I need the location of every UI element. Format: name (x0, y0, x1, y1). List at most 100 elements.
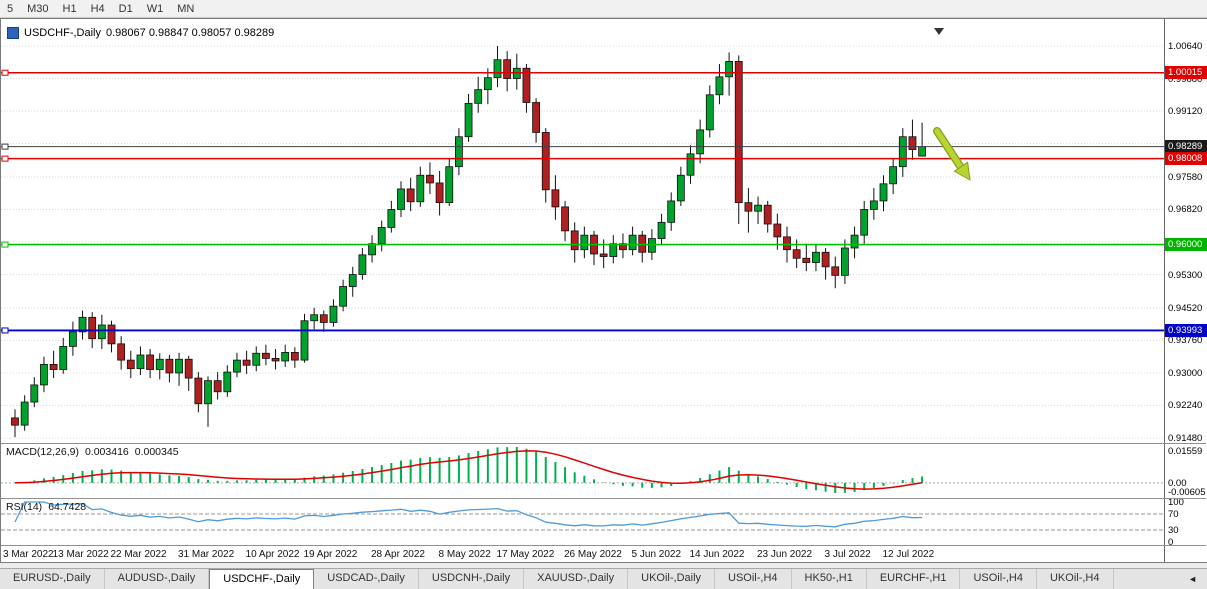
tab-audusd-daily[interactable]: AUDUSD-,Daily (105, 569, 210, 589)
tab-usoil-h4[interactable]: USOil-,H4 (960, 569, 1037, 589)
candle-body-bear (561, 206, 569, 232)
period-button-m30[interactable]: M30 (27, 2, 49, 15)
date-axis-label: 5 Jun 2022 (631, 549, 682, 560)
rsi-line (14, 501, 923, 528)
period-button-d1[interactable]: D1 (118, 2, 133, 15)
pane-splitter-macd[interactable] (1, 443, 1206, 444)
candle-body-bull (580, 234, 589, 251)
candle-body-bull (416, 174, 425, 203)
candle-body-bull (696, 129, 705, 155)
candle-body-bear (532, 102, 540, 133)
candle-body-bull (445, 166, 454, 204)
price-axis-label: 0.92240 (1168, 400, 1203, 412)
trend-arrow-shaft[interactable] (934, 128, 963, 169)
candle-body-bull (609, 243, 618, 257)
tab-eurchf-h1[interactable]: EURCHF-,H1 (867, 569, 961, 589)
candle-body-bull (339, 286, 348, 307)
period-button-mn[interactable]: MN (177, 2, 195, 15)
price-axis-label: 0.93000 (1168, 367, 1203, 379)
candle-body-bull (454, 136, 463, 168)
period-button-w1[interactable]: W1 (146, 2, 164, 15)
candle-body-bull (59, 346, 68, 370)
date-axis[interactable]: 3 Mar 2022 13 Mar 2022 22 Mar 2022 31 Mar 2… (1, 546, 1164, 564)
candle-body-bull (464, 102, 473, 138)
candle-body-bull (300, 320, 309, 361)
period-button-h1[interactable]: H1 (62, 2, 77, 15)
support-line-0-93993-handle[interactable] (1, 327, 9, 334)
tab-usdcad-daily[interactable]: USDCAD-,Daily (314, 569, 419, 589)
candle-body-bull (368, 243, 376, 256)
macd-indicator-label: MACD(12,26,9) 0.003416 0.000345 (6, 446, 179, 458)
price-axis-label: 0.97580 (1168, 171, 1203, 183)
candle-body-bear (184, 358, 193, 379)
resistance-line-1-00015-handle[interactable] (1, 69, 9, 76)
candle-body-bear (570, 230, 579, 251)
tab-scroll-left-icon[interactable]: ◄ (1188, 574, 1197, 584)
price-axis-label: 0.95300 (1168, 269, 1203, 281)
candle-body-bull (648, 238, 656, 253)
date-axis-label: 31 Mar 2022 (178, 549, 235, 560)
pane-splitter-rsi[interactable] (1, 498, 1206, 499)
candle-body-bull (175, 358, 183, 374)
candle-body-bull (715, 76, 724, 96)
candle-body-bull (329, 305, 338, 323)
candle-body-bear (792, 249, 801, 259)
chart-ohlc-values: 0.98067 0.98847 0.98057 0.98289 (106, 27, 275, 39)
macd-indicator-pane[interactable] (1, 444, 1164, 498)
tab-usdchf-daily[interactable]: USDCHF-,Daily (209, 569, 315, 589)
price-axis-label: 0.99120 (1168, 106, 1203, 118)
candle-body-bear (290, 352, 299, 361)
price-chart-pane[interactable] (1, 19, 1164, 443)
tab-ukoil-h4[interactable]: UKOil-,H4 (1037, 569, 1114, 589)
tab-usdcnh-daily[interactable]: USDCNH-,Daily (419, 569, 525, 589)
candle-body-bear (744, 202, 753, 212)
date-axis-label: 22 Mar 2022 (110, 549, 167, 560)
support-line-0-96000-handle[interactable] (1, 241, 9, 248)
candle-body-bear (619, 243, 627, 251)
macd-value-signal: 0.000345 (134, 446, 179, 458)
price-axis-label: 1.00640 (1168, 41, 1203, 52)
rsi-indicator-pane[interactable] (1, 499, 1164, 545)
candle-body-bear (435, 182, 444, 204)
macd-axis-label: -0.00605 (1168, 487, 1206, 498)
price-badge-resistance-upper: 1.00015 (1165, 66, 1207, 80)
candle-body-bear (541, 132, 550, 191)
candle-body-bull (30, 384, 39, 403)
candle-body-bear (213, 380, 222, 393)
price-axis[interactable]: 1.006400.998800.991200.983600.975800.968… (1164, 19, 1207, 562)
macd-signal-line (14, 450, 923, 490)
resistance-line-0-98008-handle[interactable] (1, 155, 9, 162)
date-axis-label: 28 Apr 2022 (371, 549, 425, 560)
rsi-axis-label: 30 (1168, 525, 1179, 536)
tab-ukoil-daily[interactable]: UKOil-,Daily (628, 569, 716, 589)
rsi-axis-label: 100 (1168, 497, 1184, 508)
candle-body-bear (406, 188, 415, 203)
candle-body-bull (725, 61, 733, 78)
tab-hk50-h1[interactable]: HK50-,H1 (792, 569, 867, 589)
candle-body-bull (493, 59, 502, 79)
period-button-h4[interactable]: H4 (90, 2, 105, 15)
candle-body-bear (773, 223, 782, 238)
current-price-line-handle[interactable] (1, 143, 9, 150)
candle-body-bull (667, 200, 676, 223)
candle-body-bull (686, 153, 695, 176)
candle-body-bear (599, 253, 608, 257)
tab-usoil-h4[interactable]: USOil-,H4 (715, 569, 792, 589)
candle-body-bull (474, 89, 483, 104)
date-axis-label: 26 May 2022 (564, 549, 622, 560)
trend-arrow-head-icon[interactable] (953, 161, 971, 181)
date-axis-label: 14 Jun 2022 (689, 549, 745, 560)
candle-body-bull (754, 204, 762, 212)
candle-body-bull (252, 352, 261, 366)
chart-symbol-period: USDCHF-,Daily (24, 27, 101, 39)
tab-xauusd-daily[interactable]: XAUUSD-,Daily (524, 569, 629, 589)
period-button-5[interactable]: 5 (7, 2, 14, 15)
rsi-value: 64.7428 (48, 501, 87, 513)
tab-eurusd-daily[interactable]: EURUSD-,Daily (0, 569, 105, 589)
candle-body-bear (638, 234, 647, 253)
candle-body-bear (426, 174, 434, 184)
price-axis-label: 0.94520 (1168, 302, 1203, 314)
price-badge-current-price: 0.98289 (1165, 140, 1207, 154)
candle-body-bull (348, 274, 357, 287)
candle-body-bull (812, 251, 820, 263)
